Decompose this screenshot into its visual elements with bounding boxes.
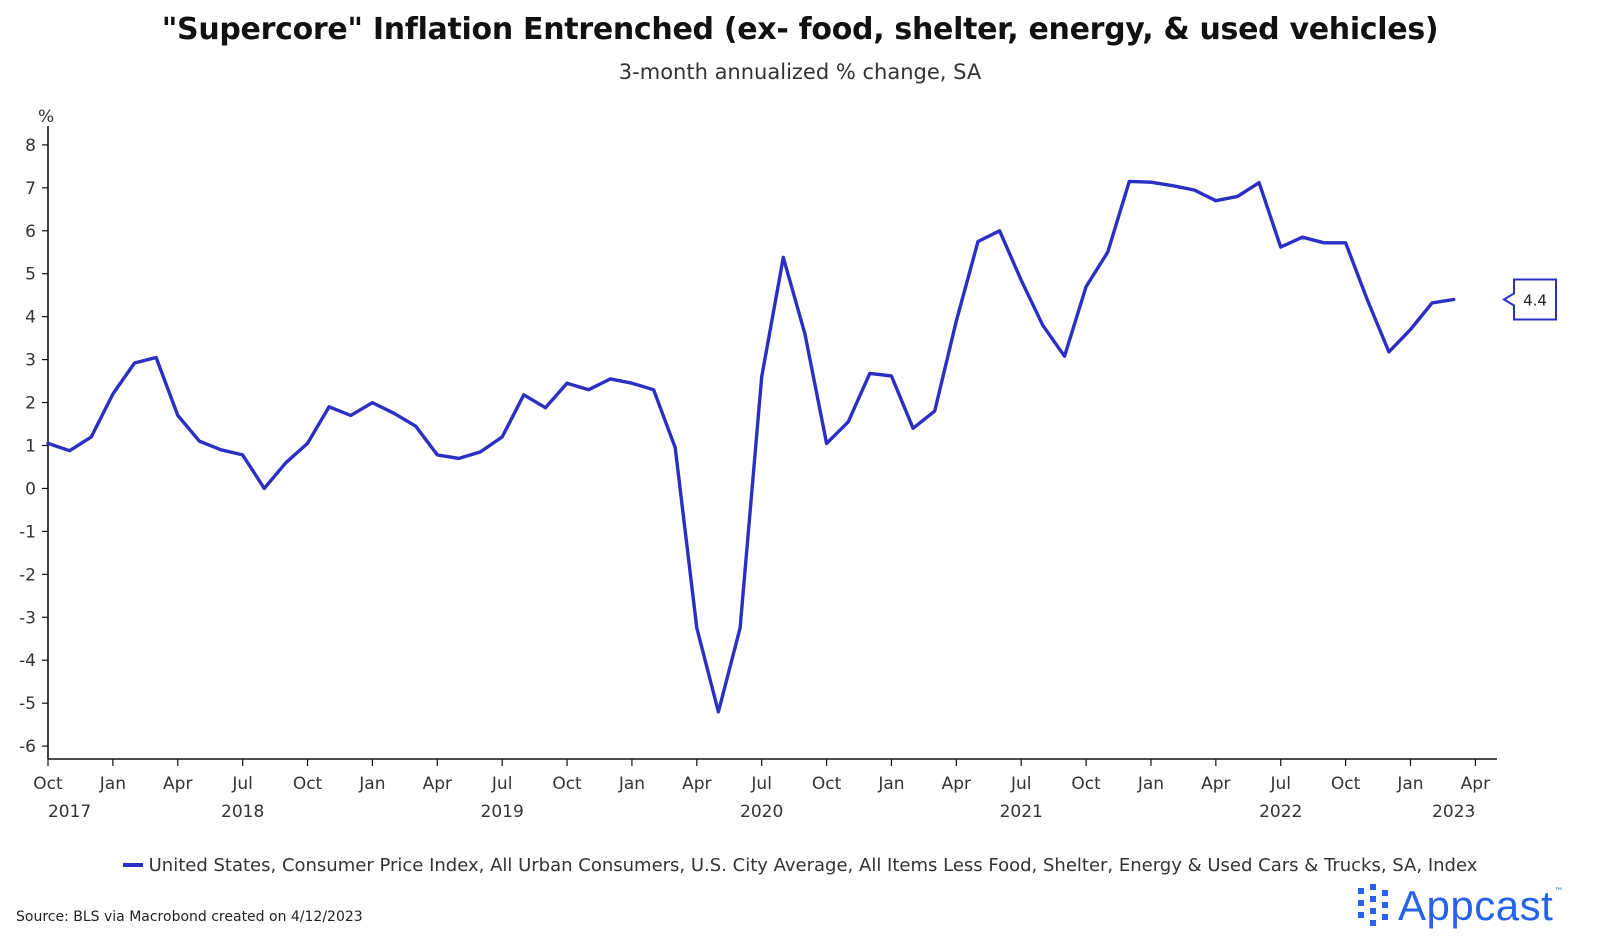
x-tick-label: Jul <box>231 774 253 794</box>
y-tick-label: -5 <box>19 694 36 714</box>
legend-label: United States, Consumer Price Index, All… <box>148 855 1478 876</box>
x-axis: Oct Jan Apr Jul Oct Jan Apr Jul Oct Jan Apr Jul Oct J… <box>33 758 1497 822</box>
callout-box <box>1502 278 1557 321</box>
appcast-logo-mark-icon <box>1358 884 1388 928</box>
source-note: Source: BLS via Macrobond created on 4/1… <box>16 909 363 925</box>
chart-title: "Supercore" Inflation Entrenched (ex- fo… <box>161 12 1439 47</box>
chart-subtitle: 3-month annualized % change, SA <box>618 60 982 84</box>
x-tick-label: Jan <box>1137 774 1164 794</box>
x-tick-label: Jul <box>491 774 513 794</box>
x-tick-label: Apr <box>423 774 452 794</box>
y-tick-label: -4 <box>19 651 36 671</box>
trademark-mark: ™ <box>1554 887 1564 897</box>
y-tick-label: 2 <box>25 394 36 414</box>
x-tick-label: Apr <box>1201 774 1230 794</box>
x-tick-label: Jan <box>358 774 385 794</box>
x-tick-label: Jan <box>618 774 645 794</box>
last-value-callout: 4.4 <box>1502 278 1557 321</box>
y-tick-label: 4 <box>25 308 36 328</box>
x-tick-label: Oct <box>33 774 63 794</box>
y-tick-label: 8 <box>25 136 36 156</box>
x-tick-label: Jul <box>750 774 772 794</box>
legend-swatch <box>122 863 143 867</box>
x-tick-label: Oct <box>293 774 323 794</box>
x-tick-label: Jan <box>99 774 126 794</box>
y-tick-label: 3 <box>25 351 36 371</box>
x-tick-label: Jul <box>1010 774 1032 794</box>
x-tick-label: Jan <box>877 774 904 794</box>
y-tick-label: 0 <box>25 479 36 499</box>
x-year-label: 2019 <box>481 802 524 822</box>
x-year-label: 2022 <box>1259 802 1302 822</box>
y-tick-label: 6 <box>25 222 36 242</box>
x-tick-label: Apr <box>1461 774 1490 794</box>
x-tick-label: Oct <box>552 774 582 794</box>
series-layer <box>46 179 1456 714</box>
y-axis: 8 7 6 5 4 3 2 1 0 -1 -2 -3 -4 -5 -6 <box>19 126 49 759</box>
callout-value: 4.4 <box>1523 291 1547 309</box>
y-tick-label: -1 <box>19 522 36 542</box>
y-tick-label: -3 <box>19 608 36 628</box>
x-year-label: 2023 <box>1432 802 1475 822</box>
x-tick-label: Oct <box>1071 774 1101 794</box>
x-year-label: 2017 <box>48 802 91 822</box>
x-tick-label: Oct <box>1331 774 1361 794</box>
x-tick-label: Apr <box>942 774 971 794</box>
y-tick-label: 7 <box>25 179 36 199</box>
appcast-wordmark: Appcast <box>1398 882 1554 929</box>
y-tick-label: 5 <box>25 265 36 285</box>
x-tick-label: Oct <box>812 774 842 794</box>
x-year-label: 2018 <box>221 802 264 822</box>
x-tick-label: Jul <box>1269 774 1291 794</box>
y-tick-label: -6 <box>19 737 36 757</box>
x-tick-label: Jan <box>1396 774 1423 794</box>
x-year-label: 2021 <box>1000 802 1043 822</box>
legend: United States, Consumer Price Index, All… <box>0 855 1600 876</box>
y-tick-label: -2 <box>19 565 36 585</box>
y-tick-label: 1 <box>25 437 36 457</box>
series-line <box>46 179 1456 714</box>
x-year-label: 2020 <box>740 802 783 822</box>
x-tick-label: Apr <box>163 774 192 794</box>
y-axis-label: % <box>38 107 54 127</box>
appcast-logo: Appcast ™ <box>1358 881 1563 931</box>
x-tick-label: Apr <box>682 774 711 794</box>
